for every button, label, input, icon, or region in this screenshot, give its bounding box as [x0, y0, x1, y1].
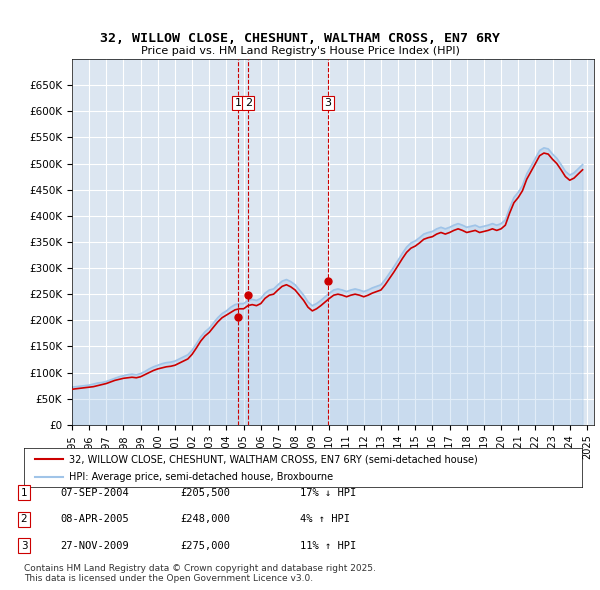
Text: 4% ↑ HPI: 4% ↑ HPI: [300, 514, 350, 524]
Text: Price paid vs. HM Land Registry's House Price Index (HPI): Price paid vs. HM Land Registry's House …: [140, 46, 460, 56]
Text: 2: 2: [20, 514, 28, 524]
Text: 3: 3: [20, 541, 28, 550]
Text: £248,000: £248,000: [180, 514, 230, 524]
Text: 11% ↑ HPI: 11% ↑ HPI: [300, 541, 356, 550]
Text: 32, WILLOW CLOSE, CHESHUNT, WALTHAM CROSS, EN7 6RY (semi-detached house): 32, WILLOW CLOSE, CHESHUNT, WALTHAM CROS…: [68, 454, 478, 464]
Text: HPI: Average price, semi-detached house, Broxbourne: HPI: Average price, semi-detached house,…: [68, 472, 333, 482]
Text: 17% ↓ HPI: 17% ↓ HPI: [300, 488, 356, 497]
Text: 08-APR-2005: 08-APR-2005: [60, 514, 129, 524]
Text: 27-NOV-2009: 27-NOV-2009: [60, 541, 129, 550]
Text: 07-SEP-2004: 07-SEP-2004: [60, 488, 129, 497]
Text: Contains HM Land Registry data © Crown copyright and database right 2025.
This d: Contains HM Land Registry data © Crown c…: [24, 563, 376, 583]
Text: 2: 2: [245, 98, 252, 108]
Text: £205,500: £205,500: [180, 488, 230, 497]
Text: 1: 1: [235, 98, 242, 108]
Text: 32, WILLOW CLOSE, CHESHUNT, WALTHAM CROSS, EN7 6RY: 32, WILLOW CLOSE, CHESHUNT, WALTHAM CROS…: [100, 32, 500, 45]
Text: 1: 1: [20, 488, 28, 497]
Text: £275,000: £275,000: [180, 541, 230, 550]
Text: 3: 3: [325, 98, 331, 108]
